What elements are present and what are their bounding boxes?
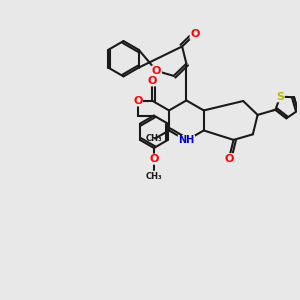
Text: O: O (149, 154, 159, 164)
Text: S: S (276, 92, 284, 102)
Text: O: O (148, 76, 157, 86)
Text: O: O (133, 96, 142, 106)
Text: CH₃: CH₃ (146, 172, 162, 181)
Text: O: O (224, 154, 234, 164)
Text: O: O (190, 29, 200, 39)
Text: CH₃: CH₃ (145, 134, 162, 143)
Text: NH: NH (178, 136, 194, 146)
Text: O: O (152, 66, 161, 76)
